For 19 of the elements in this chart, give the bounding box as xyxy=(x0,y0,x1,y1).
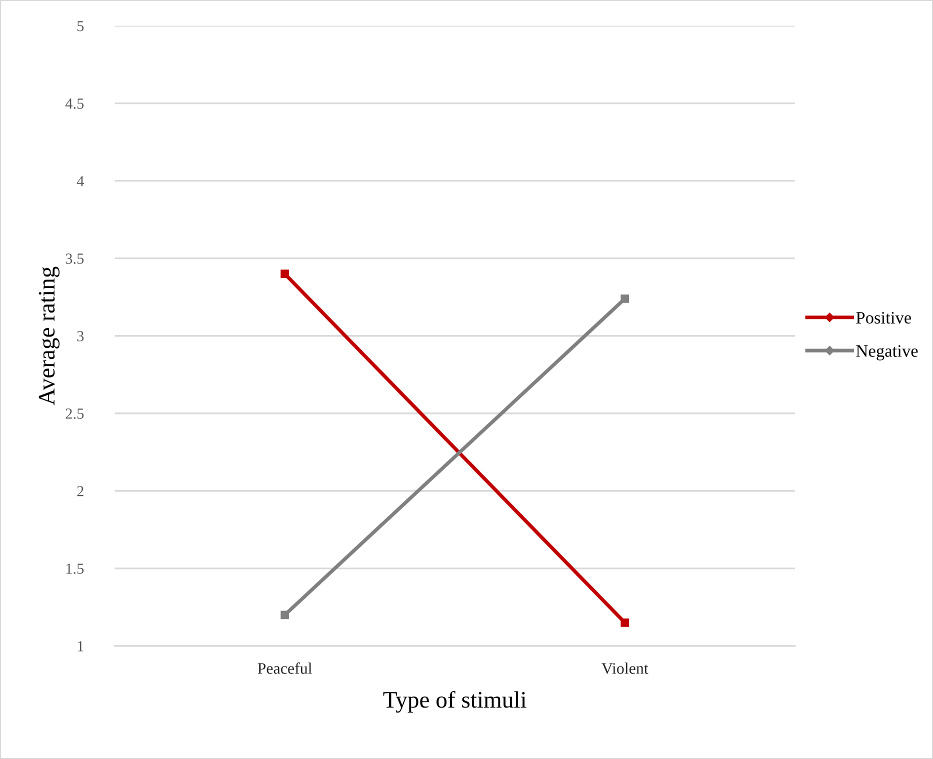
y-tick-label: 1.5 xyxy=(66,564,84,574)
x-tick-label: Violent xyxy=(602,662,648,674)
y-tick-label: 4.5 xyxy=(65,98,84,109)
y-axis-title: Average rating xyxy=(38,266,60,406)
y-tick-label: 2 xyxy=(77,486,84,496)
legend-label: Negative xyxy=(856,345,918,360)
point xyxy=(620,618,630,627)
x-tick-label: Peaceful xyxy=(258,662,312,674)
legend-label: Positive xyxy=(856,312,912,324)
y-tick-label: 5 xyxy=(77,21,84,32)
y-tick-label: 2.5 xyxy=(66,408,84,419)
point xyxy=(280,270,289,278)
y-tick-label: 3 xyxy=(77,331,84,342)
y-tick-label: 1 xyxy=(78,641,84,652)
point xyxy=(280,610,289,620)
x-axis-title: Type of stimuli xyxy=(383,690,526,713)
y-tick-label: 4 xyxy=(76,176,84,186)
y-tick-label: 3.5 xyxy=(66,254,84,264)
point xyxy=(620,294,630,303)
